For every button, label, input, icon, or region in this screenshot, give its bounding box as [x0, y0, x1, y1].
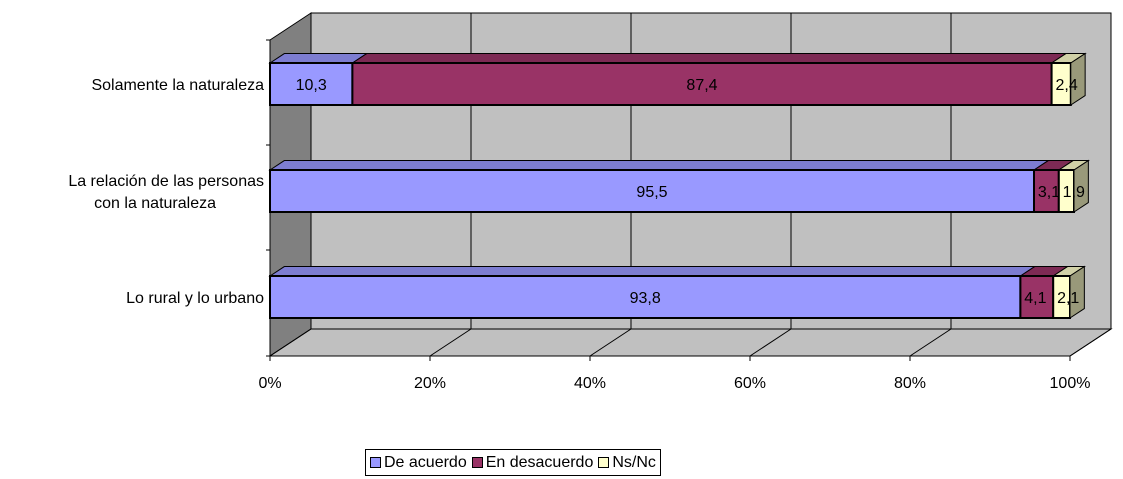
bar-end-face [1070, 52, 1086, 106]
bar-top-face [268, 53, 369, 64]
x-tick-label: 100% [1050, 375, 1091, 392]
category-label-line: Solamente la naturaleza [91, 77, 264, 94]
floor-gridline [909, 328, 952, 357]
legend-label: De acuerdo [384, 453, 467, 471]
x-tick-label: 0% [258, 375, 281, 392]
data-label: 1,9 [1063, 184, 1085, 201]
floor-gridline [1069, 328, 1112, 357]
data-label: 2,1 [1057, 290, 1079, 307]
bar-top-face [350, 53, 1068, 64]
data-label: 87,4 [686, 77, 717, 94]
bars [268, 52, 1091, 319]
data-label: 10,3 [296, 77, 327, 94]
labels: 93,8 4,1 2,1 95,5 3,1 1,9 10,3 87,4 2,4 0% 20% 40% 6… [68, 77, 1090, 392]
floor [268, 328, 1113, 357]
data-label: 2,4 [1055, 77, 1077, 94]
legend-item-ns-nc: Ns/Nc [598, 454, 656, 472]
data-label: 95,5 [636, 184, 667, 201]
category-label-line: con la naturaleza [94, 195, 216, 212]
x-tick-label: 40% [574, 375, 606, 392]
category-label: Lo rural y lo urbano [126, 290, 264, 307]
legend-swatch [370, 457, 381, 468]
category-label: La relación de las personas con la natura… [68, 173, 264, 212]
axes [266, 39, 1071, 361]
bar-top-face [268, 160, 1051, 171]
floor-gridline [269, 328, 312, 357]
bar-segment [269, 169, 1035, 213]
bar-top-face [268, 266, 1037, 277]
category-label-line: La relación de las personas [68, 173, 264, 190]
category-label-line: Lo rural y lo urbano [126, 290, 264, 307]
legend-label: Ns/Nc [612, 453, 656, 471]
legend-item-en-desacuerdo: En desacuerdo [471, 453, 594, 472]
bar-end-face [1073, 159, 1089, 213]
bar-end-face [1069, 265, 1085, 319]
legend: De acuerdo En desacuerdo Ns/Nc [365, 449, 661, 476]
x-tick-label: 80% [894, 375, 926, 392]
floor-gridline [589, 328, 632, 357]
x-tick-label: 60% [734, 375, 766, 392]
data-label: 3,1 [1038, 184, 1060, 201]
category-label: Solamente la naturaleza [91, 77, 264, 94]
data-label: 4,1 [1024, 290, 1046, 307]
legend-item-de-acuerdo: De acuerdo [370, 454, 467, 472]
bar-segment [1033, 169, 1060, 213]
legend-swatch [598, 457, 610, 468]
floor-gridline [429, 328, 472, 357]
x-tick-label: 20% [414, 375, 446, 392]
legend-swatch [471, 457, 483, 468]
bar-segment [269, 62, 354, 106]
data-label: 93,8 [630, 290, 661, 307]
floor-gridline [749, 328, 792, 357]
bar-segment [351, 62, 1053, 106]
legend-label: En desacuerdo [485, 453, 594, 471]
